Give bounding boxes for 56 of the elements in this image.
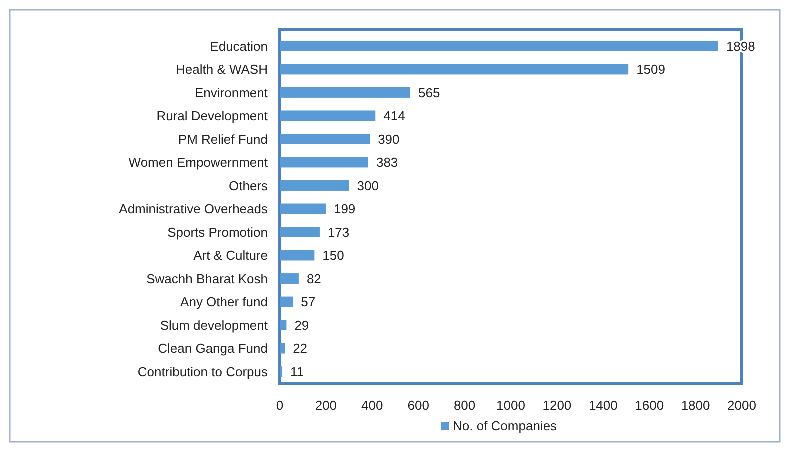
- y-tick-label: Contribution to Corpus: [138, 364, 268, 380]
- x-tick-label: 800: [454, 398, 476, 413]
- data-label: 82: [306, 271, 322, 286]
- legend-label: No. of Companies: [453, 418, 558, 434]
- data-label: 150: [322, 248, 344, 264]
- y-tick-label: Rural Development: [156, 108, 268, 124]
- y-tick-label: Health & WASH: [176, 62, 268, 78]
- x-tick-label: 2000: [728, 398, 756, 413]
- data-label: 22: [293, 341, 308, 356]
- bar: [280, 134, 370, 144]
- bar: [280, 157, 368, 168]
- y-tick-label: PM Relief Fund: [178, 132, 268, 147]
- x-tick-label: 1800: [681, 398, 710, 413]
- x-tick-label: 0: [276, 398, 284, 413]
- bar: [280, 64, 629, 75]
- x-tick-label: 1600: [635, 398, 664, 413]
- data-label: 11: [290, 364, 304, 380]
- bar: [280, 274, 299, 284]
- data-label: 383: [376, 155, 398, 170]
- y-tick-label: Slum development: [160, 318, 268, 333]
- y-tick-label: Environment: [195, 85, 268, 100]
- x-tick-label: 400: [362, 398, 384, 413]
- bar: [280, 366, 283, 378]
- bar: [280, 296, 294, 308]
- bar: [280, 250, 315, 261]
- x-tick-label: 600: [408, 398, 430, 413]
- bar: [280, 180, 350, 191]
- y-tick-label: Education: [210, 38, 268, 54]
- data-label: 199: [334, 202, 356, 217]
- data-label: 414: [384, 108, 406, 124]
- x-tick-label: 1000: [496, 398, 526, 413]
- x-tick-label: 1200: [542, 398, 572, 413]
- data-label: 173: [328, 224, 350, 240]
- bar: [280, 320, 287, 331]
- data-label: 390: [378, 132, 400, 147]
- y-tick-label: Any Other fund: [180, 294, 268, 310]
- data-label: 57: [301, 294, 316, 310]
- bar: [280, 204, 326, 214]
- data-label: 300: [357, 178, 380, 194]
- x-tick-label: 1400: [588, 398, 618, 413]
- bar: [280, 227, 320, 238]
- data-label: 565: [418, 85, 440, 100]
- bar: [280, 40, 718, 52]
- y-tick-label: Sports Promotion: [168, 224, 268, 240]
- data-label: 29: [294, 318, 310, 333]
- bar: [280, 343, 286, 354]
- bar: [280, 110, 376, 122]
- bar: [280, 87, 411, 98]
- x-tick-label: 200: [315, 398, 338, 413]
- y-tick-label: Art & Culture: [194, 248, 268, 264]
- y-tick-label: Others: [228, 178, 268, 194]
- y-tick-label: Swachh Bharat Kosh: [146, 271, 268, 286]
- y-tick-label: Clean Ganga Fund: [158, 341, 268, 356]
- y-tick-label: Administrative Overheads: [119, 202, 268, 217]
- y-tick-label: Women Empowernment: [128, 155, 268, 170]
- data-label: 1509: [636, 62, 666, 78]
